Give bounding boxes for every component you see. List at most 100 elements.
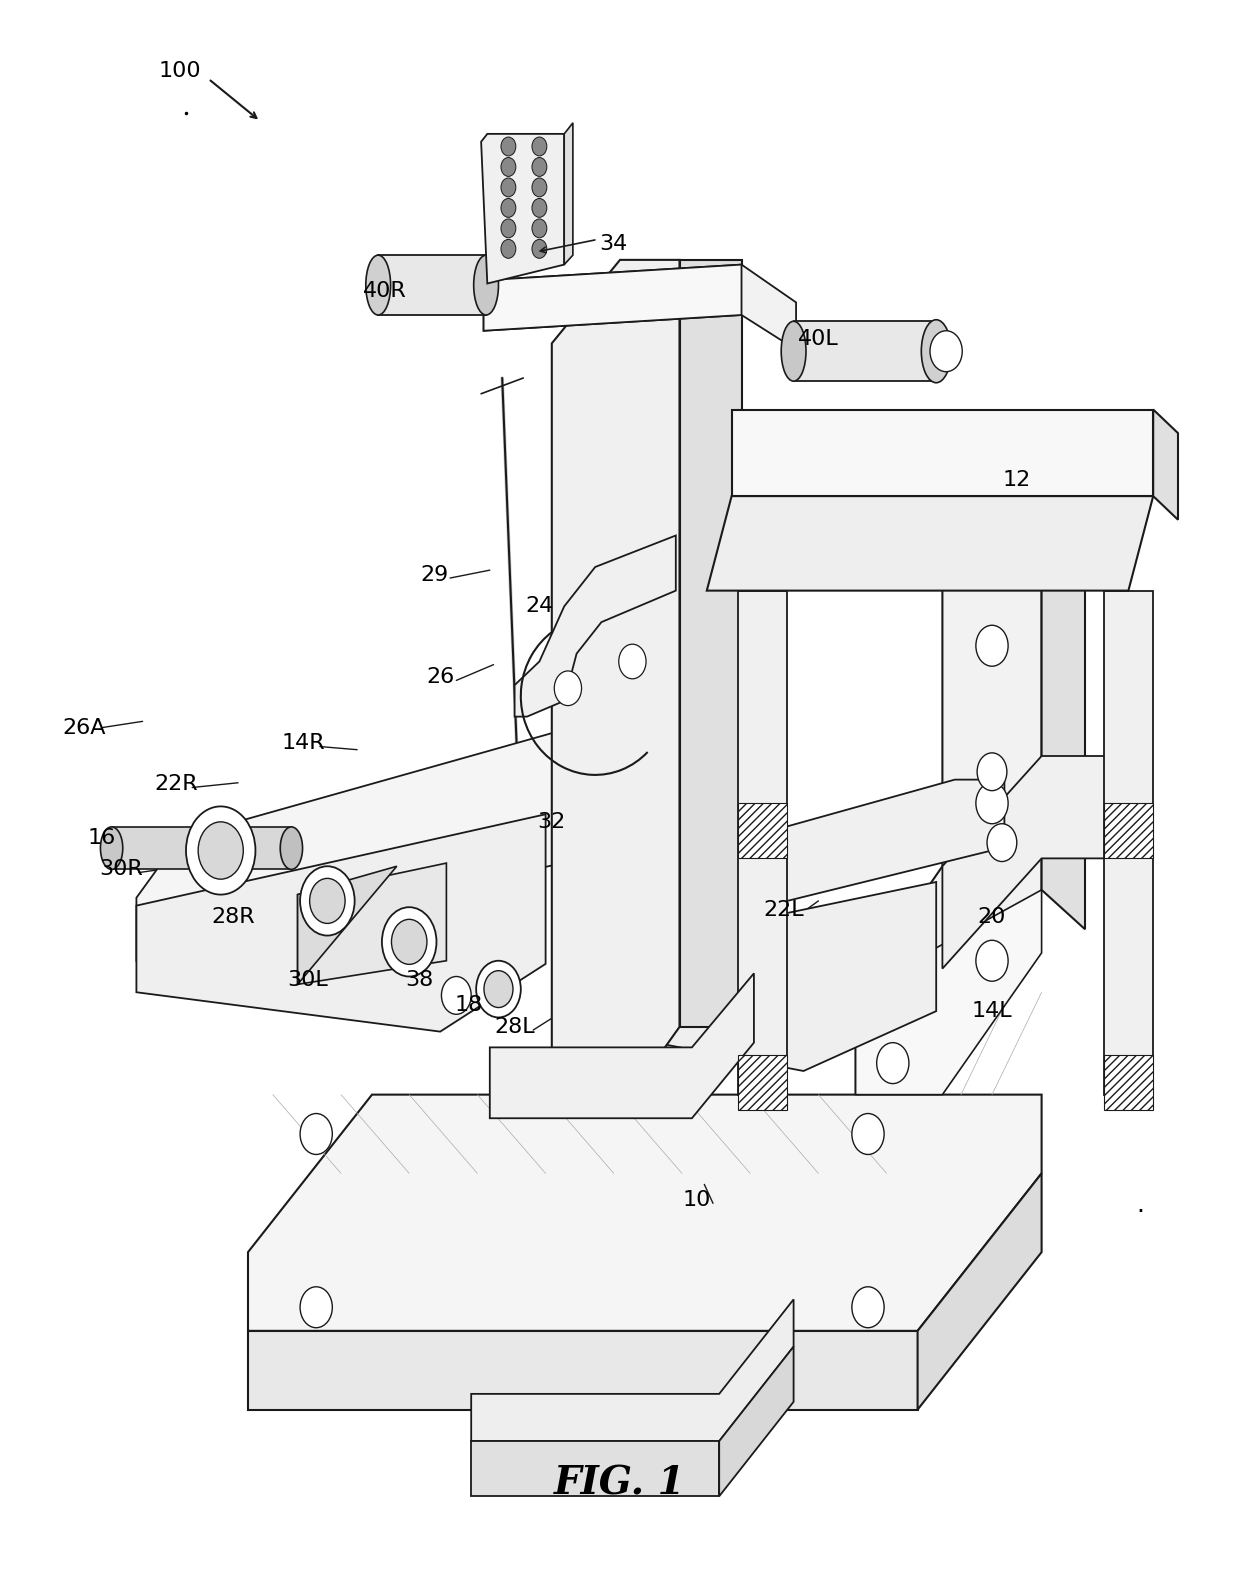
Text: 28L: 28L — [495, 1017, 534, 1036]
Circle shape — [977, 753, 1007, 791]
Polygon shape — [738, 803, 787, 858]
Circle shape — [976, 625, 1008, 666]
Circle shape — [987, 824, 1017, 862]
Polygon shape — [1104, 591, 1153, 1095]
Text: 100: 100 — [159, 61, 201, 80]
Circle shape — [382, 907, 436, 976]
Circle shape — [484, 970, 513, 1008]
Polygon shape — [856, 890, 1042, 1095]
Text: 34: 34 — [600, 235, 627, 254]
Polygon shape — [738, 1055, 787, 1110]
Ellipse shape — [474, 255, 498, 315]
Circle shape — [554, 671, 582, 706]
Polygon shape — [481, 134, 564, 284]
Polygon shape — [484, 265, 796, 350]
Polygon shape — [552, 260, 680, 1110]
Polygon shape — [1104, 803, 1153, 858]
Circle shape — [877, 1043, 909, 1084]
Text: 14R: 14R — [281, 734, 326, 753]
Circle shape — [441, 976, 471, 1014]
Text: 16: 16 — [88, 828, 115, 847]
Text: 14L: 14L — [972, 1002, 1012, 1021]
Circle shape — [501, 137, 516, 156]
Polygon shape — [942, 756, 1110, 969]
Text: 18: 18 — [455, 995, 482, 1014]
Circle shape — [300, 1287, 332, 1328]
Text: 30L: 30L — [288, 970, 327, 989]
Polygon shape — [515, 536, 676, 717]
Polygon shape — [490, 973, 754, 1118]
Polygon shape — [1153, 410, 1178, 520]
Circle shape — [852, 1114, 884, 1154]
Circle shape — [501, 198, 516, 217]
Circle shape — [532, 158, 547, 176]
Circle shape — [532, 219, 547, 238]
Polygon shape — [1104, 1055, 1153, 1110]
Text: 22R: 22R — [154, 775, 198, 794]
Polygon shape — [136, 693, 694, 961]
Text: 24: 24 — [526, 597, 553, 616]
Circle shape — [501, 239, 516, 258]
Text: 26A: 26A — [62, 718, 107, 737]
Circle shape — [852, 1287, 884, 1328]
Text: 20: 20 — [978, 907, 1006, 926]
Text: 30R: 30R — [99, 860, 144, 879]
Polygon shape — [136, 814, 546, 1032]
Polygon shape — [112, 827, 291, 869]
Circle shape — [476, 961, 521, 1017]
Polygon shape — [298, 863, 446, 984]
Circle shape — [501, 158, 516, 176]
Text: 40R: 40R — [362, 282, 407, 301]
Polygon shape — [577, 780, 1004, 953]
Text: 12: 12 — [1003, 471, 1030, 490]
Polygon shape — [484, 265, 742, 331]
Circle shape — [501, 219, 516, 238]
Text: 28R: 28R — [211, 907, 255, 926]
Polygon shape — [719, 1347, 794, 1496]
Ellipse shape — [366, 255, 391, 315]
Polygon shape — [680, 260, 742, 1027]
Polygon shape — [918, 1173, 1042, 1410]
Text: 40L: 40L — [799, 329, 838, 348]
Text: FIG. 1: FIG. 1 — [554, 1465, 686, 1503]
Circle shape — [310, 879, 345, 923]
Text: 22L: 22L — [764, 901, 804, 920]
Polygon shape — [378, 255, 486, 315]
Ellipse shape — [781, 321, 806, 381]
Polygon shape — [738, 591, 787, 1095]
Polygon shape — [856, 520, 1042, 1095]
Polygon shape — [298, 866, 397, 984]
Ellipse shape — [100, 827, 123, 869]
Circle shape — [501, 178, 516, 197]
Circle shape — [976, 940, 1008, 981]
Polygon shape — [794, 321, 936, 381]
Circle shape — [930, 331, 962, 372]
Polygon shape — [248, 1331, 918, 1410]
Text: 38: 38 — [405, 970, 433, 989]
Text: .: . — [1137, 1192, 1145, 1217]
Polygon shape — [471, 1441, 719, 1496]
Ellipse shape — [280, 827, 303, 869]
Polygon shape — [471, 1299, 794, 1441]
Circle shape — [392, 920, 427, 964]
Ellipse shape — [921, 320, 951, 383]
Polygon shape — [707, 496, 1153, 591]
Circle shape — [198, 822, 243, 879]
Circle shape — [532, 178, 547, 197]
Circle shape — [532, 198, 547, 217]
Polygon shape — [732, 410, 1153, 496]
Circle shape — [300, 866, 355, 936]
Circle shape — [300, 1114, 332, 1154]
Circle shape — [186, 806, 255, 895]
Circle shape — [532, 137, 547, 156]
Text: 26: 26 — [427, 668, 454, 687]
Text: 29: 29 — [420, 565, 448, 584]
Text: 32: 32 — [538, 813, 565, 832]
Circle shape — [976, 783, 1008, 824]
Polygon shape — [564, 123, 573, 265]
Polygon shape — [573, 882, 936, 1071]
Circle shape — [619, 644, 646, 679]
Polygon shape — [1042, 520, 1085, 929]
Polygon shape — [248, 1095, 1042, 1331]
Circle shape — [532, 239, 547, 258]
